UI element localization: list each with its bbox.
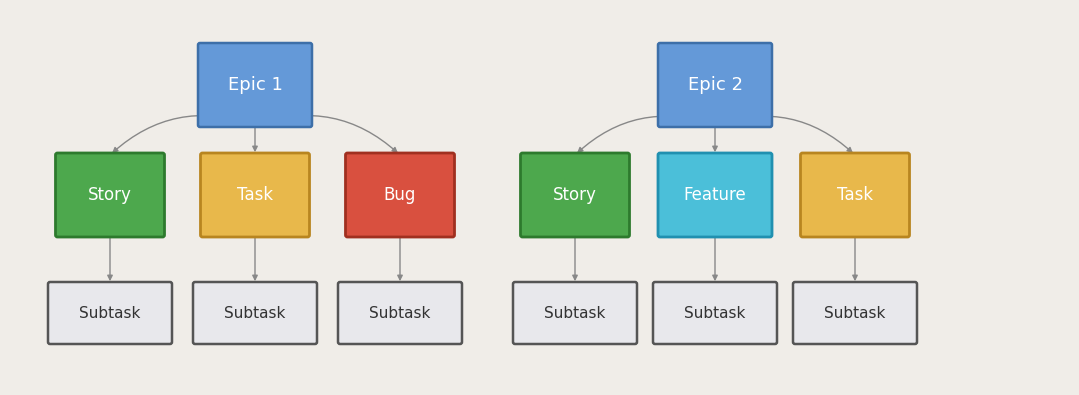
FancyBboxPatch shape: [199, 43, 312, 127]
Text: Story: Story: [554, 186, 597, 204]
Text: Subtask: Subtask: [80, 305, 140, 320]
FancyBboxPatch shape: [658, 153, 771, 237]
FancyBboxPatch shape: [801, 153, 910, 237]
FancyBboxPatch shape: [345, 153, 454, 237]
FancyBboxPatch shape: [658, 43, 771, 127]
Text: Task: Task: [237, 186, 273, 204]
Text: Subtask: Subtask: [824, 305, 886, 320]
FancyBboxPatch shape: [653, 282, 777, 344]
Text: Story: Story: [88, 186, 132, 204]
FancyBboxPatch shape: [338, 282, 462, 344]
FancyBboxPatch shape: [793, 282, 917, 344]
Text: Bug: Bug: [384, 186, 416, 204]
Text: Feature: Feature: [684, 186, 747, 204]
Text: Epic 2: Epic 2: [687, 76, 742, 94]
Text: Subtask: Subtask: [369, 305, 431, 320]
FancyBboxPatch shape: [193, 282, 317, 344]
FancyBboxPatch shape: [47, 282, 172, 344]
Text: Task: Task: [837, 186, 873, 204]
Text: Subtask: Subtask: [224, 305, 286, 320]
Text: Subtask: Subtask: [544, 305, 605, 320]
FancyBboxPatch shape: [55, 153, 164, 237]
FancyBboxPatch shape: [513, 282, 637, 344]
Text: Epic 1: Epic 1: [228, 76, 283, 94]
FancyBboxPatch shape: [201, 153, 310, 237]
FancyBboxPatch shape: [520, 153, 629, 237]
Text: Subtask: Subtask: [684, 305, 746, 320]
